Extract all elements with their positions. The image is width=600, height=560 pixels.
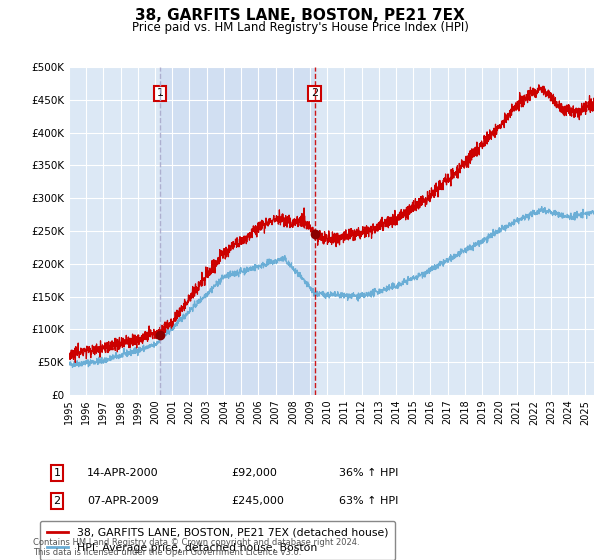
Text: 14-APR-2000: 14-APR-2000 [87,468,158,478]
Text: Price paid vs. HM Land Registry's House Price Index (HPI): Price paid vs. HM Land Registry's House … [131,21,469,34]
Text: 36% ↑ HPI: 36% ↑ HPI [339,468,398,478]
Text: 2: 2 [311,88,318,99]
Text: £92,000: £92,000 [231,468,277,478]
Text: 1: 1 [157,88,164,99]
Text: Contains HM Land Registry data © Crown copyright and database right 2024.
This d: Contains HM Land Registry data © Crown c… [33,538,359,557]
Bar [160,67,314,395]
Text: 1: 1 [53,468,61,478]
Text: 2: 2 [53,496,61,506]
Text: £245,000: £245,000 [231,496,284,506]
Text: 38, GARFITS LANE, BOSTON, PE21 7EX: 38, GARFITS LANE, BOSTON, PE21 7EX [135,8,465,24]
Legend: 38, GARFITS LANE, BOSTON, PE21 7EX (detached house), HPI: Average price, detache: 38, GARFITS LANE, BOSTON, PE21 7EX (deta… [40,521,395,560]
Text: 63% ↑ HPI: 63% ↑ HPI [339,496,398,506]
Text: 07-APR-2009: 07-APR-2009 [87,496,159,506]
